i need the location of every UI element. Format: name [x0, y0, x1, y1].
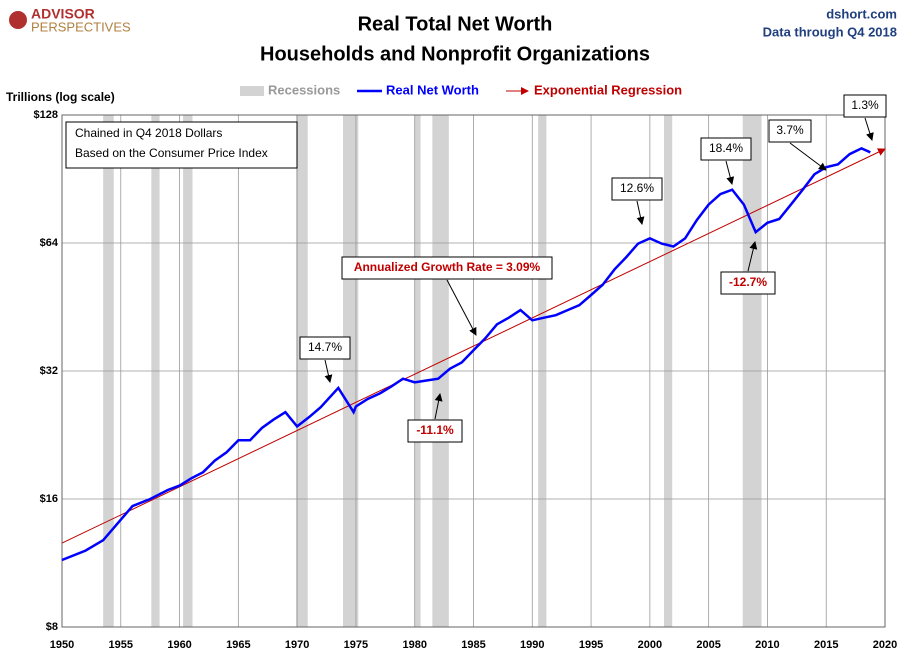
annotation: 18.4%	[709, 141, 743, 155]
annotation-box	[611, 177, 663, 201]
x-tick-label: 1975	[344, 639, 368, 651]
legend-label: Recessions	[268, 82, 340, 97]
annotation: 1.3%	[851, 98, 879, 112]
annotation: -12.7%	[729, 275, 767, 289]
plot-frame	[61, 114, 886, 628]
x-tick-label: 2005	[696, 639, 720, 651]
x-tick-label: 1990	[520, 639, 544, 651]
y-axis-label: Trillions (log scale)	[6, 90, 115, 104]
annotation-box	[341, 256, 553, 280]
legend-label: Real Net Worth	[386, 82, 479, 97]
y-tick-label: $64	[40, 237, 59, 249]
annotation-box	[299, 336, 351, 360]
annotation: 12.6%	[620, 181, 654, 195]
source: dshort.com	[826, 6, 897, 21]
annotation-arrow	[636, 200, 645, 225]
annotation-arrow	[446, 279, 477, 336]
x-tick-label: 1965	[226, 639, 250, 651]
x-tick-label: 2010	[755, 639, 779, 651]
y-tick-label: $8	[46, 621, 58, 633]
info-box	[65, 121, 298, 169]
x-tick-label: 1980	[402, 639, 426, 651]
data-note: Data through Q4 2018	[763, 24, 897, 39]
x-tick-label: 1970	[285, 639, 309, 651]
y-tick-label: $128	[34, 109, 58, 121]
info-text: Based on the Consumer Price Index	[75, 146, 268, 160]
x-tick-label: 1995	[579, 639, 603, 651]
brand-sub: PERSPECTIVES	[31, 19, 131, 34]
annotation-arrow	[434, 393, 443, 420]
x-tick-label: 1960	[167, 639, 191, 651]
logo-icon	[9, 11, 27, 29]
series-line	[61, 147, 871, 562]
annotation-box	[768, 119, 812, 143]
annotation-box	[700, 137, 752, 161]
chart-subtitle: Households and Nonprofit Organizations	[260, 43, 650, 65]
annotation-arrow	[864, 117, 874, 141]
annotation-box	[407, 419, 463, 443]
annotation-arrow	[725, 160, 735, 185]
annotation-arrow	[789, 142, 827, 171]
annotation-box	[843, 94, 887, 118]
annotation-arrow	[324, 359, 333, 383]
x-tick-label: 1955	[109, 639, 133, 651]
y-tick-label: $16	[40, 493, 58, 505]
annotation-arrow	[747, 241, 758, 272]
y-tick-label: $32	[40, 365, 58, 377]
annotation: 3.7%	[776, 123, 804, 137]
x-tick-label: 2000	[638, 639, 662, 651]
x-tick-label: 2020	[873, 639, 897, 651]
x-tick-label: 2015	[814, 639, 838, 651]
legend-label: Exponential Regression	[534, 82, 682, 97]
annotation-box	[720, 271, 776, 295]
x-tick-label: 1950	[50, 639, 74, 651]
annotation: 14.7%	[308, 340, 342, 354]
info-text: Chained in Q4 2018 Dollars	[75, 126, 222, 140]
annotation: -11.1%	[416, 423, 454, 437]
chart-title: Real Total Net Worth	[358, 13, 553, 35]
legend-swatch	[240, 86, 264, 96]
brand: ADVISOR	[31, 6, 95, 22]
x-tick-label: 1985	[461, 639, 485, 651]
annotation: Annualized Growth Rate = 3.09%	[354, 260, 541, 274]
